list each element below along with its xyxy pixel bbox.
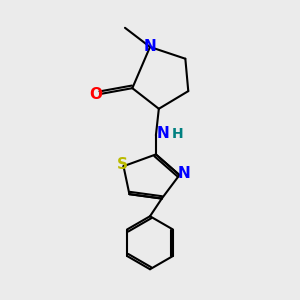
Text: N: N <box>178 166 190 181</box>
Text: H: H <box>172 127 184 141</box>
Text: N: N <box>157 126 169 141</box>
Text: N: N <box>144 39 156 54</box>
Text: O: O <box>89 87 102 102</box>
Text: S: S <box>116 157 128 172</box>
